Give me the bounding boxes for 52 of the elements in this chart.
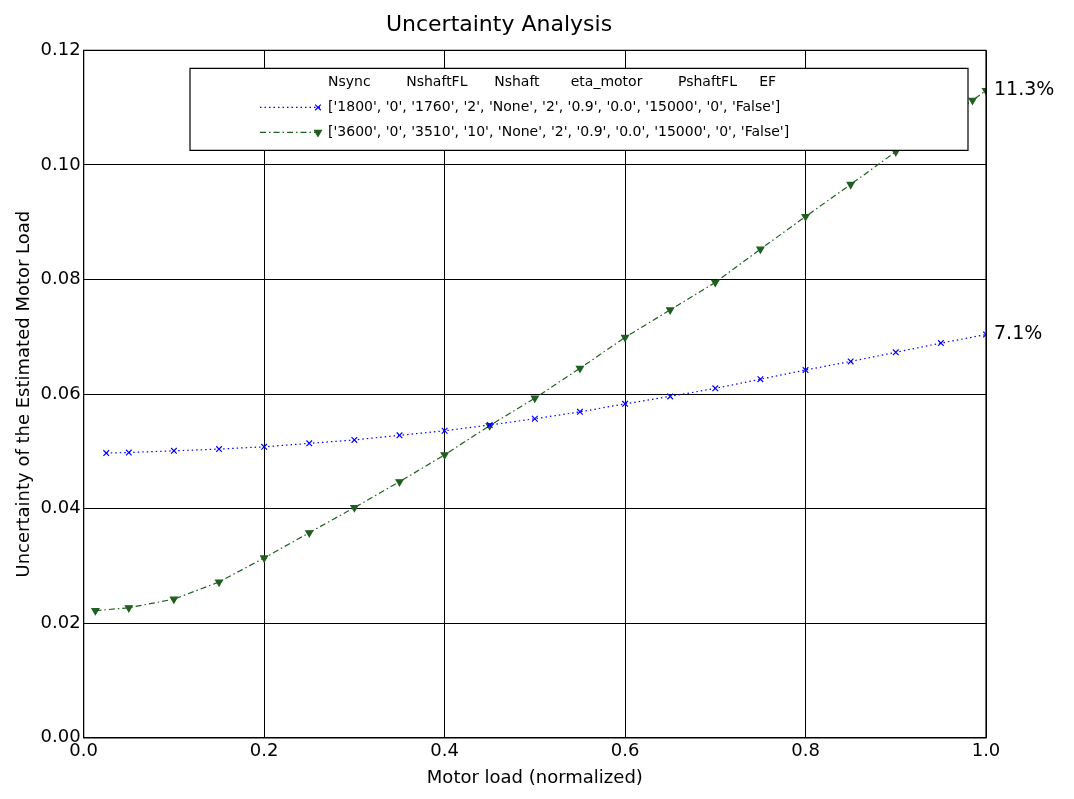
y-tick-label: 0.02 <box>40 610 81 632</box>
point <box>711 279 720 287</box>
point <box>666 307 675 315</box>
x-tick-label: 0.4 <box>430 739 459 761</box>
point <box>530 395 539 403</box>
y-axis-title: Uncertainty of the Estimated Motor Load <box>12 210 34 578</box>
point <box>846 181 855 190</box>
point <box>801 213 810 222</box>
point <box>350 504 359 513</box>
y-tick-label: 0.12 <box>40 38 81 60</box>
x-axis-title: Motor load (normalized) <box>426 765 643 787</box>
point <box>666 392 674 400</box>
point <box>305 439 313 447</box>
point <box>260 555 269 563</box>
point <box>441 427 449 435</box>
point <box>968 97 977 105</box>
annotation: 7.1% <box>994 321 1043 344</box>
point <box>847 358 855 365</box>
point <box>305 530 314 538</box>
y-tick-label: 0.04 <box>40 496 81 518</box>
point <box>576 408 584 416</box>
point <box>531 415 539 423</box>
point <box>802 366 809 374</box>
point <box>756 246 765 254</box>
point <box>621 334 630 342</box>
point <box>756 375 764 383</box>
legend-label: ['1800', '0', '1760', '2', 'None', '2', '0.9', '0.0', '15000', '0', 'False'] <box>328 98 781 115</box>
annotation: 11.3% <box>994 77 1055 100</box>
legend-title: Nsync NshaftFL Nshaft eta_motor PshaftFL EF <box>328 73 777 90</box>
legend-label: ['3600', '0', '3510', '10', 'None', '2', '0.9', '0.0', '15000', '0', 'False'] <box>328 123 790 140</box>
x-tick-label: 0.2 <box>249 739 279 761</box>
point <box>169 596 178 604</box>
point <box>260 443 268 451</box>
point <box>91 608 100 616</box>
point <box>124 605 133 613</box>
point <box>575 365 585 373</box>
y-tick-label: 0.08 <box>40 267 81 289</box>
point <box>440 452 449 460</box>
point <box>395 479 404 487</box>
point <box>350 436 358 444</box>
point <box>102 449 110 457</box>
point <box>396 431 403 439</box>
y-tick-label: 0.06 <box>40 381 81 403</box>
x-tick-label: 0.6 <box>610 739 640 761</box>
point <box>125 449 133 456</box>
point <box>214 579 224 587</box>
y-tick-label: 0.10 <box>40 152 81 174</box>
x-tick-label: 0.8 <box>791 739 820 761</box>
point <box>621 400 629 408</box>
point <box>170 447 178 455</box>
chart-title: Uncertainty Analysis <box>385 10 613 36</box>
x-tick-label: 1.0 <box>971 739 1001 761</box>
